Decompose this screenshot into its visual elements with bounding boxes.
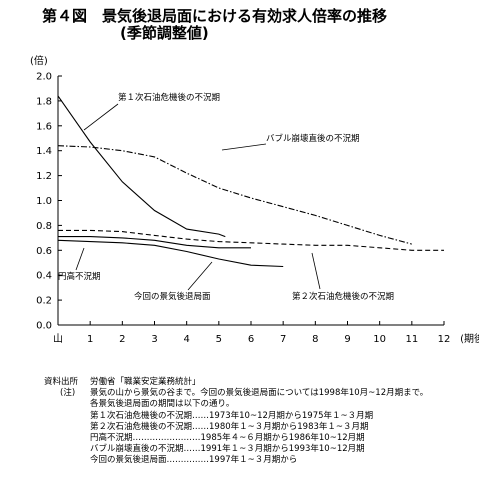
x-tick-label: 11	[405, 334, 418, 345]
annotation-label: 今回の景気後退局面	[134, 291, 211, 302]
series-line-2	[58, 229, 444, 251]
note-line: 景気の山から景気の谷まで。今回の景気後退局面については1998年10月~12月期…	[90, 388, 429, 399]
annotation-leader	[221, 143, 267, 151]
x-tick-label: 4	[183, 334, 189, 345]
x-tick-label: 山	[53, 333, 63, 345]
note-line: 円高不況期……………………1985年４~６月期から1986年10~12月期	[90, 433, 365, 444]
y-tick-label: 1.6	[36, 121, 52, 132]
y-tick-label: 0.8	[36, 221, 52, 232]
x-tick-label: 2	[119, 334, 125, 345]
source-row: 資料出所 労働省「職業安定業務統計」	[44, 377, 428, 388]
title-line-2: (季節調整値)	[120, 24, 209, 42]
x-tick-label: 6	[248, 334, 254, 345]
annotation-leader	[75, 247, 85, 271]
series-line-3	[58, 236, 251, 249]
y-axis-label: (倍)	[30, 54, 48, 67]
x-axis-label: (期後)	[460, 332, 479, 345]
x-tick-label: 7	[280, 334, 286, 345]
series-line-4	[57, 239, 284, 268]
y-tick-label: 0.0	[36, 321, 52, 332]
y-tick-label: 1.2	[36, 171, 52, 182]
x-tick-label: 5	[216, 334, 222, 345]
annotation-leader	[187, 261, 213, 291]
annotation-leader	[83, 103, 119, 131]
annotation-leader	[311, 252, 321, 290]
y-tick-label: 0.4	[36, 271, 52, 282]
note-line: 第２次石油危機後の不況期……1980年１~３月期から1983年１~３月期	[90, 421, 369, 432]
annotation-label: 第１次石油危機後の不況期	[118, 92, 220, 103]
source-text: 労働省「職業安定業務統計」	[90, 377, 201, 387]
notes-block: 資料出所 労働省「職業安定業務統計」 (注) 景気の山から景気の谷まで。今回の景…	[44, 377, 428, 467]
y-tick-label: 1.4	[36, 146, 52, 157]
x-tick-label: 10	[373, 334, 386, 345]
title-line-1: 第４図 景気後退局面における有効求人倍率の推移	[42, 7, 388, 25]
annotation-label: 第２次石油危機後の不況期	[292, 291, 394, 302]
source-label: 資料出所	[44, 377, 79, 387]
x-tick-label: 9	[344, 334, 350, 345]
annotation-label: 円高不況期	[58, 271, 101, 282]
line-chart: 0.00.20.40.60.81.01.21.41.61.82.0山 1 2 3 4 5 6…	[30, 54, 479, 345]
y-tick-label: 1.0	[36, 196, 52, 207]
y-tick-label: 1.8	[36, 96, 52, 107]
note-line: バブル崩壊直後の不況期……1991年１~３月期から1993年10~12月期	[90, 444, 365, 455]
x-tick-label: 12	[438, 334, 451, 345]
x-tick-label: 3	[151, 334, 157, 345]
note-label: (注)	[60, 388, 76, 399]
y-tick-label: 2.0	[36, 72, 52, 83]
note-line: 第１次石油危機後の不況期……1973年10~12月期から1975年１~３月期	[90, 410, 374, 421]
note-line: 各景気後退局面の期間は以下の通り。	[90, 399, 235, 410]
note-line: 今回の景気後退局面……………1997年１~３月期から	[90, 455, 298, 466]
y-tick-label: 0.6	[36, 246, 52, 257]
series-line-0	[57, 95, 226, 238]
annotation-label: バブル崩壊直後の不況期	[266, 133, 360, 144]
note-row: (注) 景気の山から景気の谷まで。今回の景気後退局面については1998年10月~…	[44, 388, 428, 399]
chart-title: 第４図 景気後退局面における有効求人倍率の推移 (季節調整値)	[42, 8, 387, 42]
series-line-1	[57, 145, 412, 245]
y-tick-label: 0.2	[36, 296, 52, 307]
x-tick-label: 8	[312, 334, 318, 345]
x-tick-label: 1	[87, 334, 93, 345]
